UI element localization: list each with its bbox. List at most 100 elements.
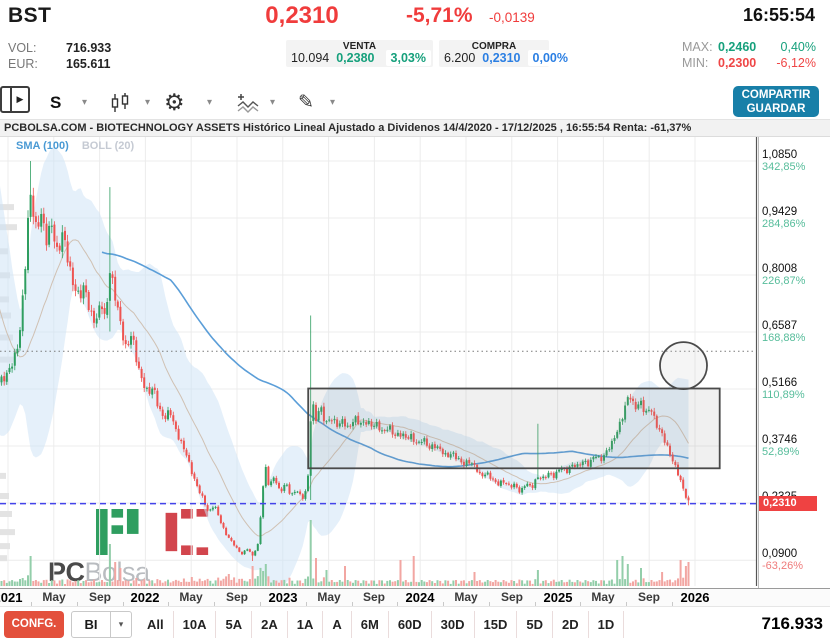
- period-button-5A[interactable]: 5A: [216, 611, 253, 638]
- x-axis-tick-label: 2026: [680, 590, 710, 605]
- min-label: MIN:: [682, 56, 709, 70]
- x-axis-minor-tick: [168, 602, 169, 606]
- bid-box: VENTA 10.094 0,2380 3,03%: [286, 40, 433, 67]
- x-axis-minor-tick: [443, 602, 444, 606]
- last-price: 0,2310: [265, 2, 339, 29]
- change-percent: -5,71%: [406, 4, 473, 27]
- period-button-60D[interactable]: 60D: [389, 611, 432, 638]
- period-button-2A[interactable]: 2A: [252, 611, 288, 638]
- period-button-1A[interactable]: 1A: [288, 611, 324, 638]
- min-percent: -6,12%: [776, 56, 816, 70]
- x-axis-tick-label: May: [179, 590, 203, 604]
- period-buttons: All 10A 5A 2A 1A A 6M 60D 30D 15D 5D 2D 1D: [138, 611, 625, 638]
- x-axis-minor-tick: [306, 602, 307, 606]
- y-axis-label: 0,8008 226,87%: [762, 263, 806, 287]
- draw-caret-icon[interactable]: ▾: [330, 97, 336, 108]
- candles-layer: [0, 161, 690, 561]
- period-button-2D[interactable]: 2D: [553, 611, 589, 638]
- x-axis-minor-tick: [352, 602, 353, 606]
- indicators-caret-icon[interactable]: ▾: [270, 97, 276, 108]
- interval-caret-icon: ▾: [110, 612, 131, 637]
- bid-quantity: 10.094: [291, 51, 330, 65]
- x-axis-minor-tick: [123, 602, 124, 606]
- play-icon: ▶: [16, 94, 24, 104]
- pcbolsa-logo-icon: [96, 509, 209, 555]
- grid-lines: [0, 137, 757, 586]
- bid-price: 0,2380: [336, 51, 375, 65]
- indicator-legend: SMA (100) BOLL (20): [16, 140, 134, 152]
- period-button-5D[interactable]: 5D: [517, 611, 554, 638]
- x-axis-tick-label: 2025: [543, 590, 573, 605]
- period-button-All[interactable]: All: [138, 611, 174, 638]
- config-button[interactable]: CONFG.: [4, 611, 64, 638]
- save-label: GUARDAR: [746, 102, 806, 115]
- min-value: 0,2300: [718, 56, 757, 70]
- sma-legend-label: SMA (100): [16, 140, 69, 152]
- bid-percent: 3,03%: [385, 50, 431, 66]
- settings-caret-icon[interactable]: ▾: [207, 97, 213, 108]
- ask-box: COMPRA 6.200 0,2310 0,00%: [439, 40, 573, 67]
- x-axis-tick-label: May: [42, 590, 66, 604]
- y-axis-label: 0,0900 -63,26%: [762, 548, 803, 572]
- max-label: MAX:: [682, 40, 713, 54]
- price-axis[interactable]: 0,2310 1,0850 342,85% 0,9429 284,86% 0,8008 2…: [758, 137, 830, 588]
- chart-type-caret-icon[interactable]: ▾: [145, 97, 151, 108]
- y-axis-label: 1,0850 342,85%: [762, 149, 806, 173]
- settings-gear-icon[interactable]: ⚙: [164, 89, 185, 115]
- timeframe-button[interactable]: S: [50, 92, 62, 112]
- vol-label: VOL:: [8, 41, 37, 55]
- ask-quantity: 6.200: [444, 51, 476, 65]
- share-save-button[interactable]: COMPARTIR GUARDAR: [733, 86, 819, 117]
- boll-legend-label: BOLL (20): [81, 140, 135, 152]
- x-axis-tick-label: May: [317, 590, 341, 604]
- period-button-30D[interactable]: 30D: [432, 611, 475, 638]
- draw-pencil-icon[interactable]: ✎: [298, 92, 314, 113]
- bollinger-mid-line: [0, 239, 689, 537]
- y-axis-label: 0,3746 52,89%: [762, 434, 800, 458]
- x-axis-minor-tick: [260, 602, 261, 606]
- ask-price: 0,2310: [482, 51, 521, 65]
- period-button-10A[interactable]: 10A: [174, 611, 217, 638]
- range-rectangle-annotation[interactable]: [307, 387, 721, 470]
- volume-bars: [0, 520, 690, 586]
- chart-canvas[interactable]: SMA (100) BOLL (20) PCBolsa: [0, 137, 758, 588]
- eur-value: 165.611: [66, 57, 111, 71]
- x-axis-tick-label: 2021: [0, 590, 23, 605]
- session-volume: 716.933: [761, 614, 823, 633]
- sidebar-toggle-icon[interactable]: ▶: [0, 86, 30, 113]
- chart-type-icon[interactable]: [110, 86, 132, 119]
- circle-annotation[interactable]: [659, 341, 708, 391]
- chart-toolbar: ▶ S ▾ ▾ ⚙ ▾ ▾ ✎ ▾: [0, 86, 830, 119]
- bid-label: VENTA: [342, 41, 377, 52]
- period-button-6M[interactable]: 6M: [352, 611, 389, 638]
- panel-divider: [2, 88, 12, 111]
- symbol-ticker: BST: [8, 4, 52, 27]
- timeframe-caret-icon[interactable]: ▾: [82, 97, 88, 108]
- chart-title-bar: PCBOLSA.COM - BIOTECHNOLOGY ASSETS Histó…: [0, 119, 830, 137]
- eur-label: EUR:: [8, 57, 38, 71]
- share-label: COMPARTIR: [741, 88, 811, 101]
- last-price-tag: 0,2310: [759, 496, 817, 511]
- time-axis[interactable]: 2021 May Sep 2022 May Sep 2023 May Sep 2024 May Sep…: [0, 588, 830, 606]
- x-axis-tick-label: Sep: [88, 590, 112, 604]
- x-axis-tick-label: 2024: [405, 590, 435, 605]
- period-button-15D[interactable]: 15D: [475, 611, 518, 638]
- volume-eur-block: VOL: 716.933 EUR: 165.611: [8, 40, 111, 72]
- period-button-1D[interactable]: 1D: [589, 611, 625, 638]
- max-value: 0,2460: [718, 40, 757, 54]
- sma-line: [101, 251, 689, 468]
- period-button-A[interactable]: A: [323, 611, 352, 638]
- x-axis-minor-tick: [77, 602, 78, 606]
- x-axis-tick-label: Sep: [362, 590, 386, 604]
- change-absolute: -0,0139: [489, 10, 535, 25]
- interval-select[interactable]: BI ▾: [71, 611, 132, 638]
- x-axis-minor-tick: [580, 602, 581, 606]
- interval-value: BI: [84, 617, 98, 632]
- x-axis-tick-label: Sep: [225, 590, 249, 604]
- x-axis-tick-label: 2023: [268, 590, 298, 605]
- x-axis-tick-label: 2022: [130, 590, 160, 605]
- max-min-block: MAX: 0,2460 0,40% MIN: 0,2300 -6,12%: [682, 39, 816, 71]
- candlestick-chart[interactable]: [0, 137, 758, 588]
- indicators-icon[interactable]: [236, 86, 260, 119]
- session-time: 16:55:54: [742, 5, 815, 25]
